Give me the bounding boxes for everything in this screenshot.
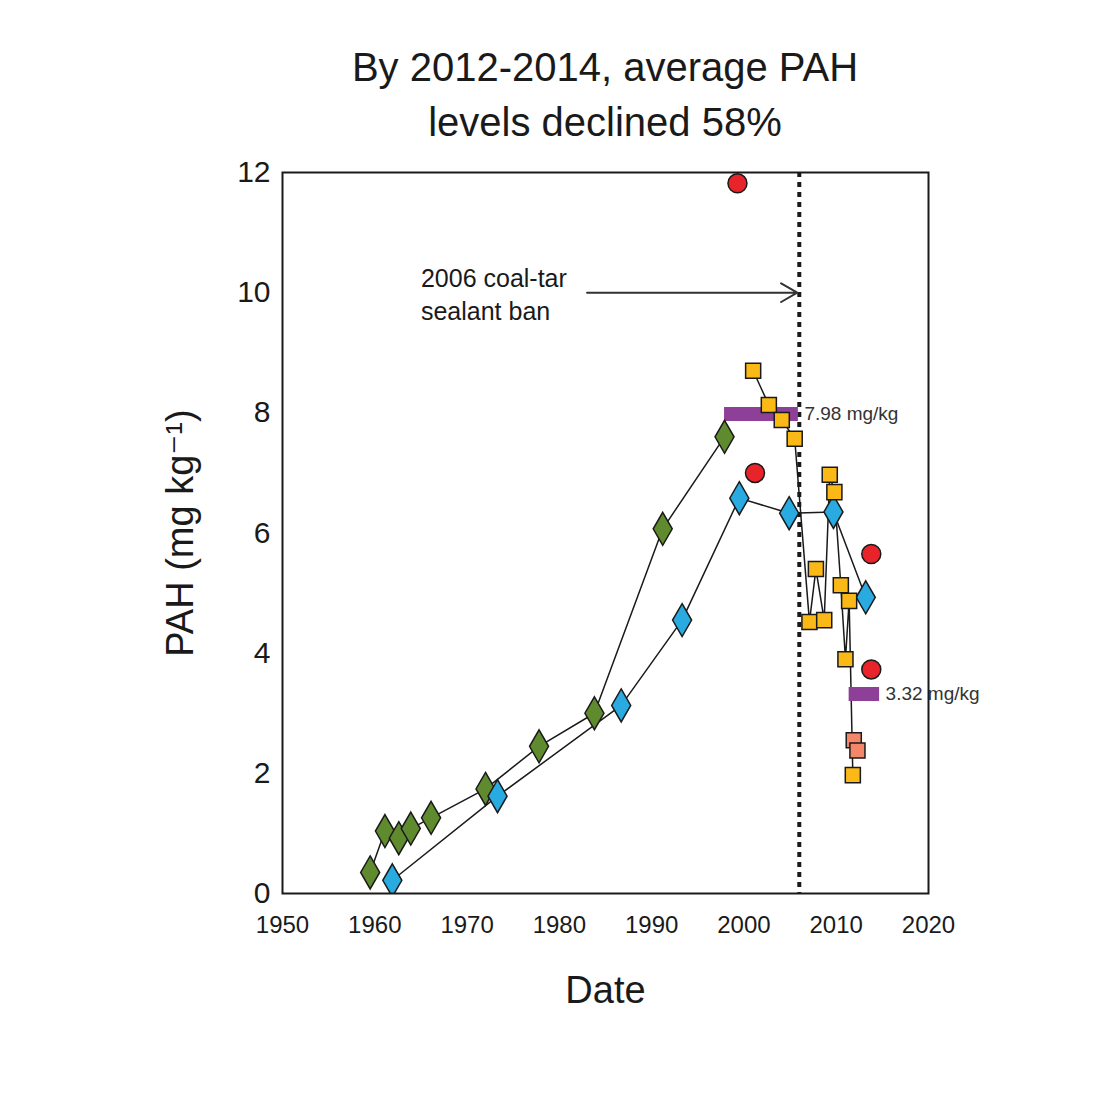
html-text:By 2012-2014, average PAH leve: By 2012-2014, average PAH levels decline… (351, 45, 859, 144)
svg-text:Date: Date (565, 969, 645, 1011)
svg-text:0: 0 (254, 876, 271, 909)
svg-text:2020: 2020 (902, 911, 955, 938)
svg-text:1970: 1970 (440, 911, 493, 938)
svg-text:2006 coal-tarsealant ban: 2006 coal-tarsealant ban (421, 264, 567, 326)
svg-text:8: 8 (254, 395, 271, 428)
svg-text:2: 2 (254, 756, 271, 789)
svg-text:1950: 1950 (256, 911, 309, 938)
svg-text:7.98 mg/kg: 7.98 mg/kg (804, 403, 898, 424)
svg-text:10: 10 (237, 275, 270, 308)
svg-text:1960: 1960 (348, 911, 401, 938)
svg-text:PAH (mg kg⁻¹): PAH (mg kg⁻¹) (159, 409, 201, 656)
svg-text:6: 6 (254, 516, 271, 549)
svg-text:12: 12 (237, 155, 270, 188)
svg-text:2000: 2000 (717, 911, 770, 938)
svg-text:1990: 1990 (625, 911, 678, 938)
svg-text:3.32 mg/kg: 3.32 mg/kg (886, 683, 980, 704)
svg-text:2010: 2010 (810, 911, 863, 938)
svg-text:4: 4 (254, 636, 271, 669)
svg-text:1980: 1980 (533, 911, 586, 938)
